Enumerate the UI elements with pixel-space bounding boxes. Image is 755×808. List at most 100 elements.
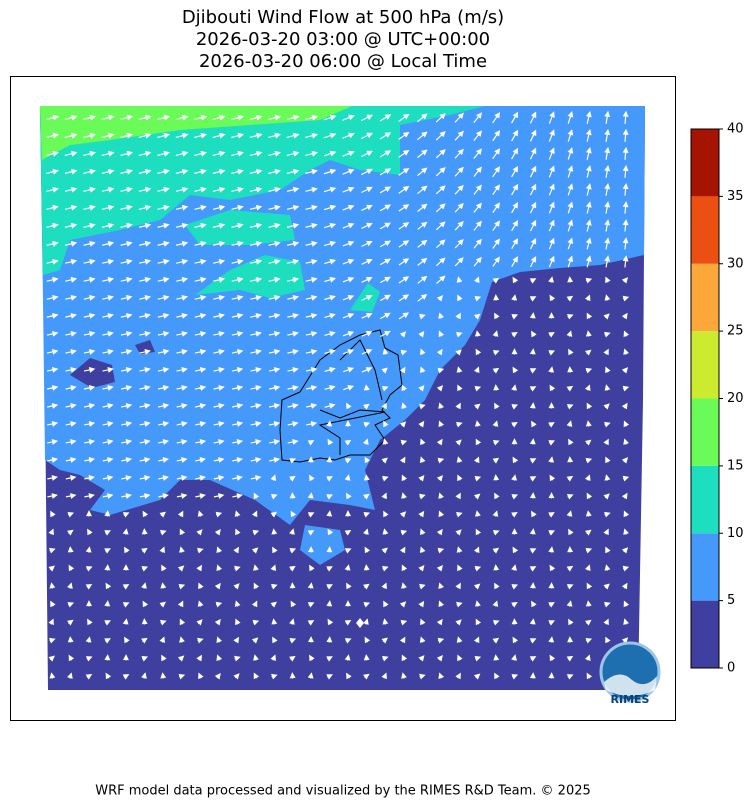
wind-arrow — [511, 618, 518, 625]
wind-arrow — [492, 637, 500, 644]
wind-arrow — [271, 493, 278, 500]
wind-arrow — [342, 204, 355, 211]
wind-arrow — [176, 366, 188, 373]
wind-arrow — [324, 367, 336, 373]
wind-arrow — [604, 255, 611, 268]
wind-arrow — [83, 222, 96, 229]
wind-arrow — [622, 201, 629, 214]
wind-arrow — [65, 403, 77, 409]
wind-arrow — [324, 258, 337, 265]
wind-arrow — [138, 114, 152, 121]
wind-arrow — [104, 530, 111, 536]
wind-arrow — [345, 510, 352, 517]
wind-arrow — [157, 312, 170, 319]
wind-arrow — [141, 582, 147, 589]
wind-arrow — [212, 204, 226, 211]
wind-arrow — [400, 439, 408, 446]
wind-arrow — [194, 222, 207, 229]
wind-arrow — [473, 673, 481, 680]
wind-arrow — [603, 403, 610, 410]
wind-arrow — [529, 438, 536, 445]
wind-arrow — [101, 222, 115, 229]
wind-arrow — [179, 636, 185, 643]
wind-arrow — [253, 672, 260, 680]
wind-arrow — [158, 421, 170, 427]
wind-arrow — [83, 204, 96, 211]
wind-arrow — [307, 456, 314, 463]
wind-arrow — [102, 403, 114, 409]
wind-arrow — [585, 654, 591, 661]
wind-arrow — [307, 636, 314, 643]
wind-arrow — [196, 564, 203, 572]
wind-arrow — [139, 366, 151, 373]
wind-arrow — [309, 474, 315, 482]
wind-arrow — [289, 582, 296, 589]
wind-arrow — [231, 366, 244, 373]
wind-arrow — [50, 510, 56, 518]
wind-arrow — [493, 474, 500, 481]
wind-arrow — [346, 672, 352, 680]
wind-arrow — [158, 457, 170, 463]
wind-arrow — [305, 348, 318, 355]
wind-arrow — [621, 457, 629, 464]
wind-arrow — [326, 674, 333, 680]
wind-arrow — [585, 165, 592, 178]
wind-arrow — [436, 528, 443, 536]
wind-arrow — [492, 547, 500, 554]
wind-arrow — [249, 132, 263, 139]
wind-arrow — [492, 350, 500, 356]
wind-arrow — [120, 168, 133, 175]
wind-arrow — [455, 349, 462, 356]
wind-arrow — [138, 132, 152, 139]
wind-arrow — [176, 421, 188, 427]
wind-arrow — [139, 330, 151, 337]
wind-arrow — [382, 348, 389, 355]
wind-arrow — [548, 332, 555, 338]
wind-arrow — [212, 150, 226, 157]
wind-arrow — [194, 312, 207, 319]
wind-arrow — [268, 276, 281, 283]
wind-arrow — [585, 420, 592, 427]
wind-arrow — [83, 366, 96, 373]
wind-arrow — [399, 601, 407, 608]
wind-arrow — [398, 131, 410, 140]
wind-arrow — [104, 510, 111, 517]
wind-arrow — [567, 165, 574, 178]
wind-arrow — [231, 258, 244, 265]
wind-arrow — [511, 438, 518, 445]
wind-arrow — [456, 456, 463, 463]
wind-arrow — [176, 457, 188, 463]
wind-arrow — [566, 420, 573, 427]
wind-arrow — [381, 547, 388, 554]
wind-arrow — [344, 638, 352, 644]
wind-arrow — [270, 564, 277, 572]
wind-arrow — [379, 168, 392, 176]
wind-arrow — [492, 256, 500, 267]
wind-arrow — [326, 656, 333, 662]
wind-arrow — [473, 583, 481, 590]
wind-arrow — [363, 654, 370, 661]
wind-arrow — [622, 164, 629, 178]
wind-arrow — [566, 655, 574, 662]
wind-arrow — [197, 510, 204, 517]
wind-arrow — [122, 618, 129, 625]
wind-arrow — [213, 493, 225, 499]
wind-arrow — [342, 240, 355, 247]
wind-arrow — [212, 222, 226, 229]
wind-arrow — [214, 672, 221, 680]
wind-arrow — [194, 330, 207, 337]
wind-arrow — [584, 564, 591, 571]
wind-arrow — [160, 529, 167, 536]
wind-arrow — [474, 475, 482, 482]
wind-arrow — [363, 511, 371, 518]
wind-arrow — [363, 673, 370, 680]
wind-arrow — [213, 403, 225, 409]
wind-arrow — [102, 439, 114, 445]
wind-arrow — [623, 420, 630, 428]
wind-arrow — [121, 421, 133, 427]
wind-arrow — [68, 654, 75, 662]
wind-arrow — [511, 511, 518, 518]
wind-arrow — [604, 219, 611, 232]
wind-arrow — [249, 150, 263, 157]
wind-arrow — [48, 528, 54, 536]
